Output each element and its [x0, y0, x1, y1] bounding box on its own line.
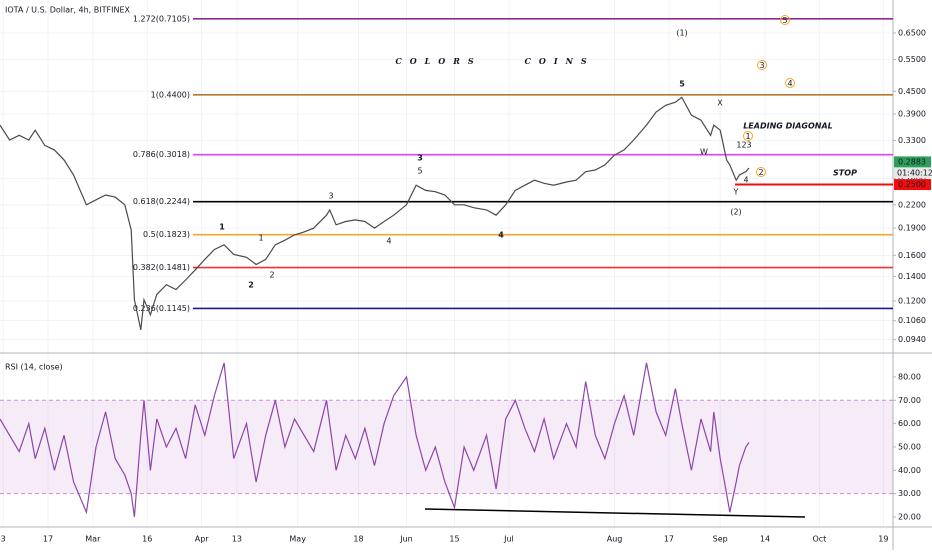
circled-label: 1	[745, 132, 750, 141]
circled-marker	[780, 15, 790, 25]
price-badge	[894, 179, 931, 191]
y-tick-label: 40.00	[898, 466, 921, 475]
circled-marker	[785, 78, 795, 88]
annotation: 4	[743, 176, 748, 185]
price-badge-label: 0.2883	[898, 157, 926, 166]
annotation: LEADING DIAGONAL	[743, 122, 833, 131]
countdown: 01:40:12	[897, 168, 932, 177]
annotation: Y	[733, 188, 739, 197]
fib-label: 0.382(0.1481)	[133, 263, 190, 272]
annotation: W	[700, 148, 708, 157]
rsi-title: RSI (14, close)	[5, 363, 63, 372]
circled-label: 3	[759, 61, 764, 70]
series-line	[0, 96, 750, 331]
x-tick-label: May	[289, 535, 306, 544]
fib-label: 0.236(0.1145)	[133, 304, 190, 313]
annotation: 5	[417, 167, 422, 176]
y-tick-label: 0.1060	[898, 316, 926, 325]
x-tick-label: Jun	[399, 535, 413, 544]
y-tick-label: 0.6500	[898, 28, 926, 37]
annotation: (2)	[730, 208, 741, 217]
price-badge	[894, 156, 931, 168]
y-tick-label: 20.00	[898, 512, 921, 521]
annotation: 3	[328, 192, 333, 201]
x-tick-label: 19	[878, 535, 888, 544]
annotation: 4	[498, 231, 504, 240]
circled-label: 2	[758, 168, 763, 177]
series-line	[0, 362, 750, 518]
y-tick-label: 50.00	[898, 442, 921, 451]
annotation: 1	[219, 223, 225, 232]
y-tick-label: 0.1600	[898, 251, 926, 260]
annotation: STOP	[833, 169, 857, 178]
fib-label: 1(0.4400)	[151, 90, 190, 99]
annotation: 1	[258, 234, 263, 243]
annotation: 4	[386, 237, 391, 246]
x-tick-label: Mar	[85, 535, 101, 544]
y-tick-label: 60.00	[898, 419, 921, 428]
annotation: 5	[679, 80, 685, 89]
circled-marker	[756, 167, 766, 177]
symbol-header: IOTA / U.S. Dollar, 4h, BITFINEX	[5, 6, 130, 15]
fib-label: 1.272(0.7105)	[133, 14, 190, 23]
x-tick-label: 3	[1, 535, 6, 544]
annotation: 123	[736, 141, 751, 150]
price-badge-label: 0.2500	[898, 180, 926, 189]
countdown-box	[894, 167, 931, 178]
fib-label: 0.786(0.3018)	[133, 150, 190, 159]
x-tick-label: 15	[449, 535, 459, 544]
annotation: COLORS COINS	[395, 56, 594, 66]
fib-label: 0.5(0.1823)	[143, 230, 190, 239]
y-tick-label: 0.1900	[898, 224, 926, 233]
y-tick-label: 0.4500	[898, 87, 926, 96]
y-tick-label: 0.3900	[898, 109, 926, 118]
x-tick-label: 16	[142, 535, 152, 544]
x-tick-label: 13	[232, 535, 242, 544]
x-tick-label: 17	[43, 535, 53, 544]
x-tick-label: Sep	[713, 535, 728, 544]
x-tick-label: 18	[353, 535, 363, 544]
annotation: (1)	[676, 29, 687, 38]
y-tick-label: 0.3300	[898, 136, 926, 145]
y-tick-label: 0.2600	[898, 174, 926, 183]
rsi-trendline	[424, 508, 806, 518]
circled-label: 4	[787, 79, 792, 88]
fib-label: 0.618(0.2244)	[133, 197, 190, 206]
y-tick-label: 0.1400	[898, 272, 926, 281]
annotation: 2	[269, 271, 274, 280]
x-tick-label: Jul	[503, 535, 514, 544]
y-tick-label: 0.0940	[898, 335, 926, 344]
x-tick-label: Apr	[195, 535, 210, 544]
y-tick-label: 70.00	[898, 396, 921, 405]
circled-marker	[757, 60, 767, 70]
annotation: 2	[248, 281, 254, 290]
x-tick-label: Oct	[812, 535, 826, 544]
y-tick-label: 80.00	[898, 372, 921, 381]
annotation: X	[717, 99, 723, 108]
x-tick-label: 17	[664, 535, 674, 544]
circled-label: 5	[782, 16, 787, 25]
y-tick-label: 30.00	[898, 489, 921, 498]
rsi-band	[0, 400, 893, 494]
grid	[0, 0, 893, 527]
annotation: 3	[417, 154, 423, 163]
circled-marker	[743, 131, 753, 141]
y-tick-label: 0.2200	[898, 200, 926, 209]
y-tick-label: 0.1200	[898, 296, 926, 305]
x-tick-label: 14	[760, 535, 770, 544]
x-tick-label: Aug	[607, 535, 623, 544]
y-tick-label: 0.5500	[898, 55, 926, 64]
